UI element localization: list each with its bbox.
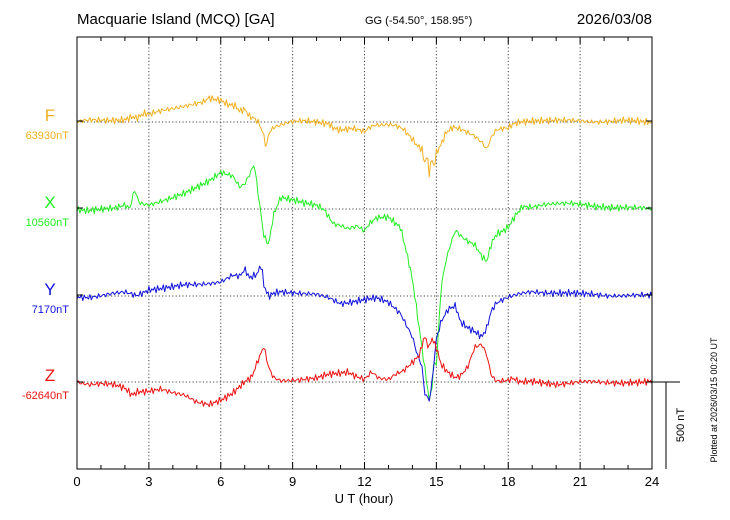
series-baseline-x: 10560nT	[26, 217, 70, 229]
series-name-x: X	[44, 193, 55, 212]
station-coords: GG (-54.50°, 158.95°)	[365, 15, 472, 27]
x-tick-label: 24	[645, 474, 659, 489]
series-baseline-y: 7170nT	[32, 304, 70, 316]
x-axis-label: U T (hour)	[335, 491, 394, 506]
grid-lines	[148, 37, 581, 469]
x-tick-label: 3	[145, 474, 152, 489]
trace-y	[76, 265, 653, 402]
trace-f	[76, 95, 653, 178]
x-tick-label: 6	[217, 474, 224, 489]
series-name-y: Y	[44, 280, 55, 299]
series-traces	[76, 95, 653, 408]
scale-bar-label: 500 nT	[675, 408, 687, 443]
x-tick-label: 12	[357, 474, 371, 489]
plotted-timestamp: Plotted at 2026/03/15 00:20 UT	[709, 337, 719, 463]
series-baseline-f: 63930nT	[26, 130, 70, 142]
station-title: Macquarie Island (MCQ) [GA]	[77, 11, 275, 28]
series-name-z: Z	[45, 366, 55, 385]
x-tick-label: 18	[501, 474, 515, 489]
x-tick-label: 9	[289, 474, 296, 489]
trace-x	[76, 165, 653, 401]
series-name-f: F	[45, 106, 55, 125]
x-tick-label: 0	[73, 474, 80, 489]
x-tick-label: 21	[573, 474, 587, 489]
x-axis: 0 3 6 9 12 15 18 21 24	[73, 37, 659, 489]
plot-date: 2026/03/08	[577, 11, 652, 28]
series-baseline-z: -62640nT	[22, 390, 69, 402]
series-labels: F 63930nT X 10560nT Y 7170nT Z -62640nT	[22, 106, 69, 402]
x-tick-label: 15	[429, 474, 443, 489]
trace-z	[76, 337, 653, 408]
scale-bar: 500 nT	[652, 381, 687, 469]
baseline-lines	[77, 121, 652, 383]
